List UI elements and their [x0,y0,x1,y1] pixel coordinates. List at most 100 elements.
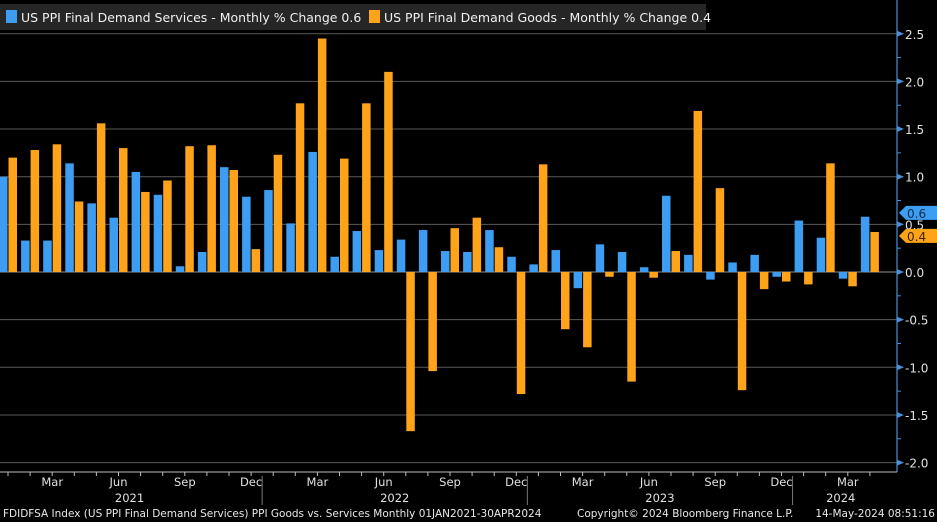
services-bar [838,272,848,279]
services-bar [220,167,229,272]
x-axis: Mar Jun Sep Dec Mar Jun Sep Dec Mar Jun Sep Dec Mar 2… [0,471,897,505]
services-bar [286,223,295,272]
y-tick-marker [897,30,904,37]
services-bar [816,237,826,272]
services-bar [551,250,560,272]
goods-bar [538,164,548,272]
services-bar [485,230,494,272]
services-bar [43,240,52,272]
x-tick-label: Sep [439,475,461,489]
x-year-label: 2022 [380,491,409,505]
y-tick-label: -0.5 [905,314,928,328]
goods-bar [804,272,813,285]
x-tick-label: Mar [307,475,329,489]
services-bar [750,254,759,272]
y-tick-label: 2.0 [905,75,924,89]
goods-bar [494,247,504,272]
y-tick-label: 1.0 [905,171,924,185]
services-bar [684,254,693,272]
goods-bar [450,228,459,272]
legend-swatch-goods [369,10,380,23]
goods-bar [583,272,592,348]
goods-bar [428,272,437,372]
x-tick-label: Sep [174,475,196,489]
services-bar [573,272,583,289]
goods-bar [737,272,747,391]
goods-bar [627,272,636,382]
services-bar [507,256,516,272]
x-tick-label: Jun [374,475,393,489]
goods-bar [782,272,791,282]
goods-bar [561,272,570,330]
services-bar [463,251,472,272]
legend-background [0,4,706,30]
x-year-label: 2021 [115,491,144,505]
services-bar [794,220,804,272]
y-tick-marker [897,173,904,180]
legend: US PPI Final Demand Services - Monthly %… [0,4,711,30]
services-bar [21,240,30,272]
y-tick-marker [897,459,904,466]
goods-bar [472,217,482,272]
y-tick-marker [897,78,904,85]
x-year-label: 2023 [645,491,674,505]
services-bar [595,244,605,272]
y-tick-label: -2.0 [905,457,928,471]
x-tick-label: Jun [639,475,658,489]
services-bar [352,231,362,272]
services-bar [308,151,317,272]
x-year-label: 2024 [826,491,855,505]
footer-copyright: Copyright© 2024 Bloomberg Finance L.P. [577,508,793,520]
goods-bar [207,145,216,272]
last-value-label: 0.4 [907,230,926,244]
goods-bar [870,231,879,272]
services-bar [639,267,649,272]
goods-bar [715,188,725,272]
goods-bar [119,148,128,272]
goods-bar [826,163,835,272]
footer-source: FDIDFSA Index (US PPI Final Demand Servi… [3,508,542,520]
goods-bar [384,71,393,273]
goods-bar [693,110,703,273]
goods-bar [340,158,349,272]
last-value-tag [899,228,937,243]
bars [0,38,879,432]
goods-bar [848,272,857,287]
x-tick-label: Mar [572,475,594,489]
services-bar [153,194,163,272]
services-bar [109,217,118,272]
services-bar [175,266,185,272]
x-tick-label: Jun [109,475,128,489]
services-bar [706,272,715,280]
x-tick-label: Dec [240,475,262,489]
goods-bar [362,103,371,272]
goods-bar [759,272,769,290]
services-bar [418,230,428,272]
y-tick-label: -1.0 [905,361,928,375]
goods-bar [516,272,526,394]
services-bar [330,256,339,272]
x-tick-label: Dec [505,475,527,489]
last-value-tag [899,205,937,220]
goods-bar [295,103,305,272]
y-tick-label: 0.5 [905,218,924,232]
y-tick-marker [897,411,904,418]
services-bar [264,190,273,272]
y-tick-label: 2.5 [905,28,924,42]
goods-bar [141,191,150,272]
y-tick-label: -1.5 [905,409,928,423]
services-bar [65,163,74,272]
last-value-label: 0.6 [907,207,926,221]
y-tick-marker [897,316,904,323]
y-axis: 2.5 2.0 1.5 1.0 0.5 0.0 -0.5 -1.0 -1.5 -2.0 0.6 0.4 [896,0,937,472]
x-tick-label: Dec [770,475,792,489]
y-tick-marker [897,221,904,228]
services-bar [529,264,538,272]
y-tick-label: 1.5 [905,123,924,137]
goods-bar [649,272,658,278]
services-bar [441,251,450,272]
services-bar [131,171,141,272]
goods-bar [30,150,40,272]
x-tick-label: Sep [704,475,726,489]
